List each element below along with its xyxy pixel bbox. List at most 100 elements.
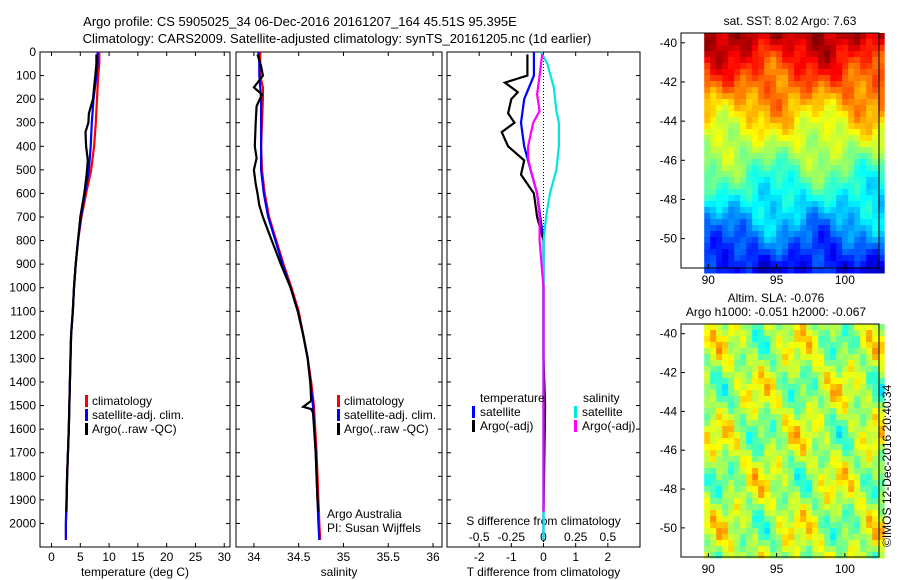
map-cell	[836, 462, 843, 469]
map-cell	[710, 384, 717, 391]
map-cell	[836, 480, 843, 487]
map-cell	[788, 189, 795, 196]
map-cell	[836, 330, 843, 337]
map-cell	[782, 336, 789, 343]
x-tick-label: -1	[506, 550, 517, 564]
map-cell	[734, 480, 741, 487]
map-cell	[776, 243, 783, 250]
map-cell	[746, 165, 753, 172]
map-cell	[794, 552, 801, 559]
map-cell	[722, 117, 729, 124]
map-cell	[836, 141, 843, 148]
map-cell	[818, 342, 825, 349]
map-cell	[728, 189, 735, 196]
map-cell	[704, 231, 711, 238]
map-cell	[848, 51, 855, 58]
map-cell	[794, 243, 801, 250]
map-cell	[776, 183, 783, 190]
map-cell	[794, 492, 801, 499]
map-cell	[836, 372, 843, 379]
map-cell	[878, 267, 885, 274]
map-cell	[872, 177, 879, 184]
map-cell	[854, 123, 861, 130]
map-cell	[806, 159, 813, 166]
map-cell	[746, 486, 753, 493]
map-cell	[776, 450, 783, 457]
map-cell	[788, 39, 795, 46]
map-cell	[704, 51, 711, 58]
map-cell	[734, 378, 741, 385]
y-tick-label: 800	[16, 234, 36, 248]
map-cell	[866, 552, 873, 559]
map-cell	[758, 111, 765, 118]
map-cell	[800, 165, 807, 172]
map-cell	[716, 408, 723, 415]
map-cell	[812, 57, 819, 64]
map-cell	[716, 516, 723, 523]
map-cell	[722, 348, 729, 355]
map-cell	[764, 81, 771, 88]
map-cell	[734, 69, 741, 76]
map-cell	[866, 420, 873, 427]
map-cell	[866, 75, 873, 82]
map-cell	[836, 438, 843, 445]
map-cell	[836, 516, 843, 523]
map-cell	[824, 93, 831, 100]
map-cell	[782, 105, 789, 112]
map-cell	[866, 432, 873, 439]
map-cell	[758, 522, 765, 529]
map-cell	[746, 366, 753, 373]
map-cell	[794, 165, 801, 172]
map-cell	[854, 540, 861, 547]
map-cell	[794, 105, 801, 112]
map-cell	[764, 528, 771, 535]
map-cell	[746, 384, 753, 391]
map-cell	[704, 462, 711, 469]
map-cell	[770, 189, 777, 196]
map-cell	[866, 528, 873, 535]
map-cell	[716, 75, 723, 82]
map-cell	[794, 432, 801, 439]
map-cell	[818, 378, 825, 385]
map-cell	[710, 147, 717, 154]
map-cell	[830, 324, 837, 331]
map-cell	[860, 135, 867, 142]
map-cell	[818, 354, 825, 361]
map-cell	[722, 456, 729, 463]
map-cell	[716, 342, 723, 349]
map-cell	[860, 510, 867, 517]
map-cell	[848, 99, 855, 106]
map-cell	[872, 51, 879, 58]
map-cell	[848, 255, 855, 262]
map-cell	[782, 141, 789, 148]
map-cell	[854, 141, 861, 148]
x-tick-label: -2	[474, 550, 485, 564]
map-cell	[782, 390, 789, 397]
map-cell	[812, 177, 819, 184]
map-cell	[710, 141, 717, 148]
map-cell	[752, 546, 759, 553]
map-cell	[728, 123, 735, 130]
map-cell	[710, 51, 717, 58]
map-cell	[764, 159, 771, 166]
map-cell	[830, 213, 837, 220]
map-cell	[746, 231, 753, 238]
map-cell	[830, 51, 837, 58]
map-cell	[854, 213, 861, 220]
map-cell	[704, 267, 711, 274]
map-cell	[770, 63, 777, 70]
map-cell	[794, 177, 801, 184]
map-cell	[722, 207, 729, 214]
map-cell	[854, 552, 861, 559]
map-cell	[722, 195, 729, 202]
map-cell	[842, 93, 849, 100]
map-cell	[860, 57, 867, 64]
map-cell	[866, 348, 873, 355]
map-cell	[776, 504, 783, 511]
map-cell	[830, 540, 837, 547]
map-cell	[764, 456, 771, 463]
map-cell	[746, 402, 753, 409]
map-x-tick-label: 100	[835, 562, 855, 576]
map-cell	[710, 99, 717, 106]
map-cell	[734, 225, 741, 232]
